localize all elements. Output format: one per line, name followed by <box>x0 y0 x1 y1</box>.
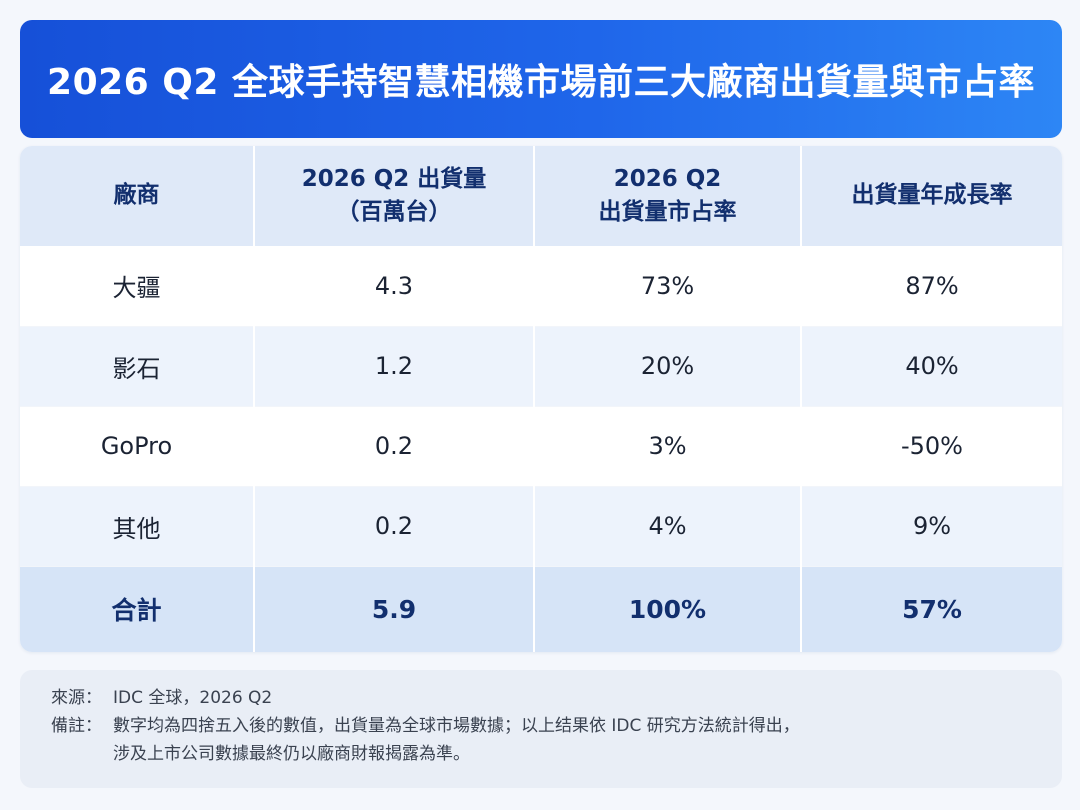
source-label: 來源： <box>51 688 102 708</box>
cell-share: 20% <box>534 326 802 407</box>
cell-shipments: 4.3 <box>254 246 535 327</box>
shipment-table: 廠商 2026 Q2 出貨量 （百萬台） 2026 Q2 出貨量市占率 出貨量年成長… <box>20 146 1062 652</box>
cell-share: 3% <box>534 406 802 487</box>
remark-text-line2: 涉及上市公司數據最終仍以廠商財報揭露為準。 <box>113 744 470 764</box>
shipment-table-container: 廠商 2026 Q2 出貨量 （百萬台） 2026 Q2 出貨量市占率 出貨量年成長… <box>20 146 1062 652</box>
table-total-row: 合計 5.9 100% 57% <box>20 566 1062 652</box>
table-row: 大疆 4.3 73% 87% <box>20 246 1062 327</box>
cell-shipments: 0.2 <box>254 486 535 567</box>
source-note: 來源： IDC 全球，2026 Q2 <box>51 684 1062 712</box>
header-shipments: 2026 Q2 出貨量 （百萬台） <box>254 146 535 246</box>
total-growth: 57% <box>801 566 1062 652</box>
total-label: 合計 <box>20 566 255 652</box>
cell-shipments: 1.2 <box>254 326 535 407</box>
table-row: 影石 1.2 20% 40% <box>20 326 1062 407</box>
cell-vendor: 影石 <box>20 326 255 407</box>
notes-box: 來源： IDC 全球，2026 Q2 備註： 數字均為四捨五入後的數值，出貨量為… <box>20 670 1062 788</box>
cell-vendor: 其他 <box>20 486 255 567</box>
header-vendor: 廠商 <box>20 146 255 246</box>
cell-vendor: GoPro <box>20 406 255 487</box>
total-shipments: 5.9 <box>254 566 535 652</box>
header-market-share: 2026 Q2 出貨量市占率 <box>534 146 802 246</box>
source-text: IDC 全球，2026 Q2 <box>113 688 273 708</box>
cell-vendor: 大疆 <box>20 246 255 327</box>
cell-growth: 87% <box>801 246 1062 327</box>
table-row: 其他 0.2 4% 9% <box>20 486 1062 567</box>
cell-share: 73% <box>534 246 802 327</box>
remark-label: 備註： <box>51 716 102 736</box>
cell-share: 4% <box>534 486 802 567</box>
title-banner: 2026 Q2 全球手持智慧相機市場前三大廠商出貨量與市占率 <box>20 20 1062 138</box>
table-row: GoPro 0.2 3% -50% <box>20 406 1062 487</box>
cell-growth: 9% <box>801 486 1062 567</box>
cell-growth: -50% <box>801 406 1062 487</box>
remark-text-line1: 數字均為四捨五入後的數值，出貨量為全球市場數據；以上结果依 IDC 研究方法統計… <box>113 716 800 736</box>
table-header-row: 廠商 2026 Q2 出貨量 （百萬台） 2026 Q2 出貨量市占率 出貨量年成長… <box>20 146 1062 246</box>
remark-note: 備註： 數字均為四捨五入後的數值，出貨量為全球市場數據；以上结果依 IDC 研究… <box>51 712 1062 740</box>
header-yoy-growth: 出貨量年成長率 <box>851 182 1013 209</box>
cell-growth: 40% <box>801 326 1062 407</box>
cell-shipments: 0.2 <box>254 406 535 487</box>
total-share: 100% <box>534 566 802 652</box>
page-title: 2026 Q2 全球手持智慧相機市場前三大廠商出貨量與市占率 <box>47 62 1035 103</box>
